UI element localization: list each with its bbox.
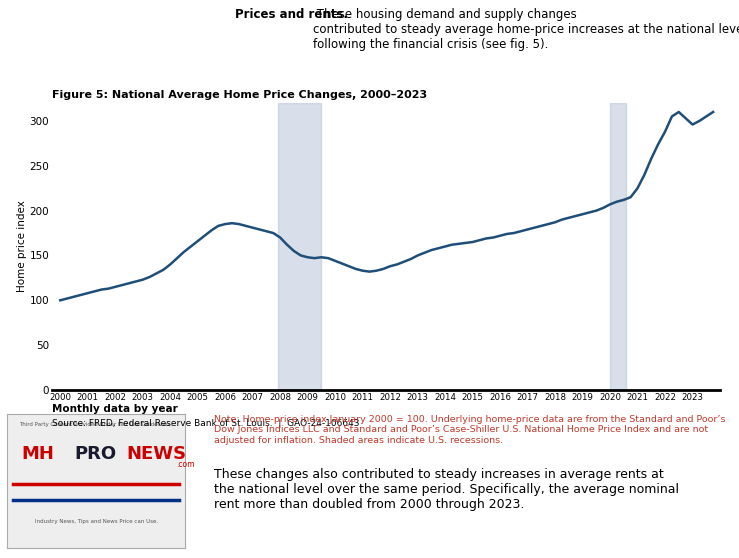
Text: Third Party Content Provided Under Fair Use Guidelines.: Third Party Content Provided Under Fair …	[19, 422, 173, 427]
Text: Figure 5: National Average Home Price Changes, 2000–2023: Figure 5: National Average Home Price Ch…	[52, 90, 427, 100]
Bar	[610, 103, 626, 390]
Text: These housing demand and supply changes
contributed to steady average home-price: These housing demand and supply changes …	[313, 8, 739, 51]
Bar	[278, 103, 321, 390]
Text: .com: .com	[176, 460, 194, 469]
Text: Source: FRED, Federal Reserve Bank of St. Louis.  |  GAO-24-106643: Source: FRED, Federal Reserve Bank of St…	[52, 419, 359, 428]
Text: PRO: PRO	[75, 445, 117, 463]
Text: NEWS: NEWS	[126, 445, 186, 463]
Text: Prices and rents.: Prices and rents.	[235, 8, 348, 21]
Text: These changes also contributed to steady increases in average rents at
the natio: These changes also contributed to steady…	[214, 468, 679, 511]
Text: MH: MH	[21, 445, 55, 463]
Text: Note: Home-price index January 2000 = 100. Underlying home-price data are from t: Note: Home-price index January 2000 = 10…	[214, 415, 726, 445]
Y-axis label: Home price index: Home price index	[17, 200, 27, 292]
Text: Monthly data by year: Monthly data by year	[52, 404, 178, 414]
Text: Industry News, Tips and News Price can Use.: Industry News, Tips and News Price can U…	[35, 519, 157, 524]
